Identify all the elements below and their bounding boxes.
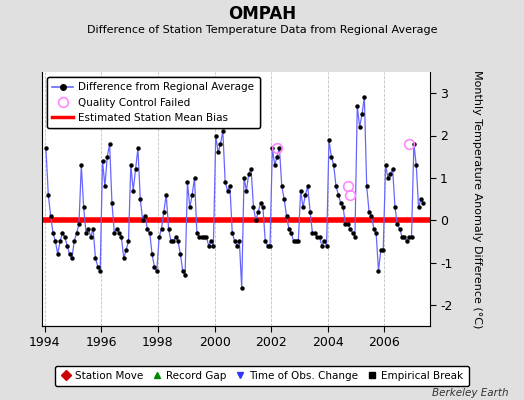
Text: Berkeley Earth: Berkeley Earth <box>432 388 508 398</box>
Legend: Station Move, Record Gap, Time of Obs. Change, Empirical Break: Station Move, Record Gap, Time of Obs. C… <box>55 366 469 386</box>
Y-axis label: Monthly Temperature Anomaly Difference (°C): Monthly Temperature Anomaly Difference (… <box>472 70 482 328</box>
Text: Difference of Station Temperature Data from Regional Average: Difference of Station Temperature Data f… <box>87 25 437 35</box>
Legend: Difference from Regional Average, Quality Control Failed, Estimated Station Mean: Difference from Regional Average, Qualit… <box>47 77 259 128</box>
Text: OMPAH: OMPAH <box>228 5 296 23</box>
